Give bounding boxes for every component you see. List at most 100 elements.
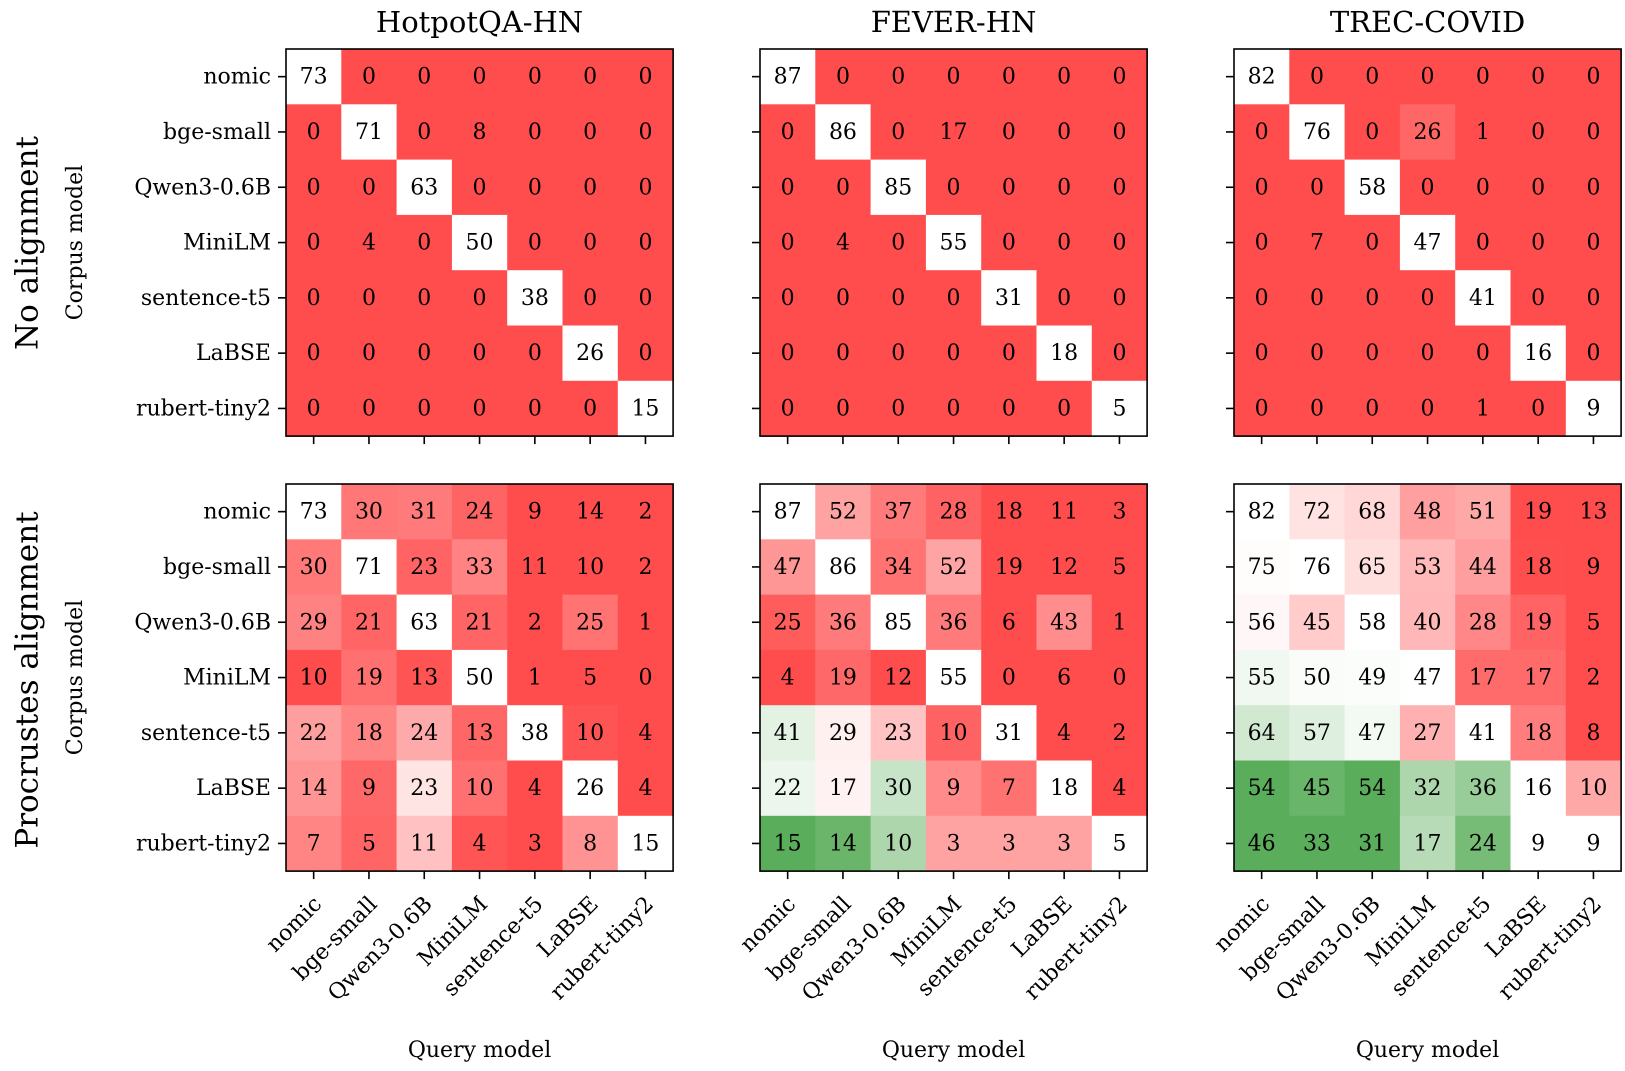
cell-value-label: 41 — [1469, 721, 1497, 746]
cell-value-label: 4 — [781, 666, 795, 691]
cell-value-label: 0 — [836, 341, 850, 366]
cell-value-label: 2 — [1586, 666, 1600, 691]
cell-value-label: 0 — [1255, 231, 1269, 256]
heatmap-cell — [760, 539, 816, 596]
heatmap-cell — [562, 214, 619, 271]
heatmap-cell — [1455, 539, 1512, 596]
cell-value-label: 9 — [947, 776, 961, 801]
cell-value-label: 51 — [1469, 500, 1497, 525]
heatmap-panel-0: HotpotQA-HN 73 0 0 0 0 0 0 0 71 0 8 0 0 0 0 0 63 0 0 0 0 0 4 0 50… — [63, 5, 674, 445]
heatmap-cell — [1455, 649, 1512, 706]
cell-value-label: 0 — [583, 231, 597, 256]
y-tick-label: MiniLM — [183, 231, 271, 256]
cell-value-label: 18 — [1050, 776, 1078, 801]
heatmap-cell — [1344, 484, 1401, 540]
cell-value-label: 13 — [1579, 500, 1607, 525]
heatmap-cell — [1036, 380, 1093, 437]
heatmap-cell — [1399, 270, 1456, 327]
heatmap-cell — [1234, 214, 1290, 271]
cell-value-label: 0 — [947, 175, 961, 200]
heatmap-cell — [760, 380, 816, 437]
x-axis-label: Query model — [408, 1038, 551, 1063]
heatmap-cell — [925, 214, 982, 271]
heatmap-cell — [981, 325, 1038, 382]
heatmap-cell — [562, 104, 619, 161]
heatmap-cell — [870, 760, 927, 817]
cell-value-label: 31 — [995, 721, 1023, 746]
cell-value-label: 0 — [528, 396, 542, 421]
heatmap-cell — [981, 380, 1038, 437]
cell-value-label: 0 — [307, 286, 321, 311]
cell-value-label: 10 — [466, 776, 494, 801]
heatmap-cell — [1455, 159, 1512, 216]
heatmap-cell — [1289, 760, 1346, 817]
cell-value-label: 18 — [995, 500, 1023, 525]
heatmap-cell — [1565, 270, 1622, 327]
cell-value-label: 0 — [1586, 120, 1600, 145]
cell-value-label: 9 — [1531, 831, 1545, 856]
heatmap-cell — [1455, 214, 1512, 271]
heatmap-cell — [1565, 380, 1622, 437]
cell-value-label: 11 — [521, 555, 549, 580]
heatmap-cell — [870, 380, 927, 437]
heatmap-cell — [1289, 159, 1346, 216]
heatmap-cell — [1234, 649, 1290, 706]
cell-value-label: 49 — [1358, 666, 1386, 691]
heatmap-cell — [1399, 484, 1456, 540]
cell-value-label: 82 — [1248, 65, 1276, 90]
heatmap-cell — [451, 214, 508, 271]
cell-value-label: 3 — [947, 831, 961, 856]
heatmap-cell — [617, 325, 674, 382]
cell-value-label: 17 — [940, 120, 968, 145]
cell-value-label: 0 — [1310, 286, 1324, 311]
cell-value-label: 3 — [1112, 500, 1126, 525]
heatmap-cell — [1565, 539, 1622, 596]
cell-value-label: 0 — [1255, 341, 1269, 366]
heatmap-cell — [870, 270, 927, 327]
heatmap-cell — [1399, 380, 1456, 437]
cell-value-label: 4 — [473, 831, 487, 856]
heatmap-panel-4: 87 52 37 28 18 11 347 86 34 52 19 12 525 36 85 36 6 43 14 1… — [736, 483, 1148, 1063]
heatmap-cell — [451, 649, 508, 706]
heatmap-cell — [1455, 325, 1512, 382]
cell-value-label: 0 — [1365, 120, 1379, 145]
cell-value-label: 0 — [1531, 175, 1545, 200]
y-tick-label: MiniLM — [183, 666, 271, 691]
y-axis-label: Corpus model — [63, 600, 88, 755]
heatmap-cell — [286, 380, 342, 437]
cell-value-label: 63 — [410, 610, 438, 635]
heatmap-cell — [760, 104, 816, 161]
cell-value-label: 41 — [774, 721, 802, 746]
heatmap-cell — [617, 484, 674, 540]
heatmap-cell — [1565, 159, 1622, 216]
cell-value-label: 18 — [1524, 555, 1552, 580]
heatmap-cell — [815, 214, 872, 271]
cell-value-label: 11 — [410, 831, 438, 856]
heatmap-cell — [396, 594, 453, 651]
cell-value-label: 0 — [1112, 341, 1126, 366]
cell-value-label: 0 — [1421, 396, 1435, 421]
heatmap-cell — [815, 270, 872, 327]
heatmap-cell — [1399, 649, 1456, 706]
cell-value-label: 0 — [1586, 231, 1600, 256]
heatmap-cell — [562, 49, 619, 105]
heatmap-cell — [1036, 649, 1093, 706]
cell-value-label: 0 — [1365, 341, 1379, 366]
cell-value-label: 0 — [781, 341, 795, 366]
cell-value-label: 0 — [638, 666, 652, 691]
cell-value-label: 0 — [528, 65, 542, 90]
heatmap-cell — [341, 380, 398, 437]
cell-value-label: 2 — [1112, 721, 1126, 746]
heatmap-cell — [815, 815, 872, 872]
heatmap-cell — [451, 270, 508, 327]
cell-value-label: 17 — [829, 776, 857, 801]
heatmap-cell — [341, 815, 398, 872]
cell-value-label: 73 — [300, 65, 328, 90]
cell-value-label: 54 — [1358, 776, 1386, 801]
heatmap-cell — [981, 484, 1038, 540]
heatmap-cell — [1565, 649, 1622, 706]
heatmap-cell — [1036, 159, 1093, 216]
cell-value-label: 4 — [528, 776, 542, 801]
cell-value-label: 0 — [1002, 396, 1016, 421]
